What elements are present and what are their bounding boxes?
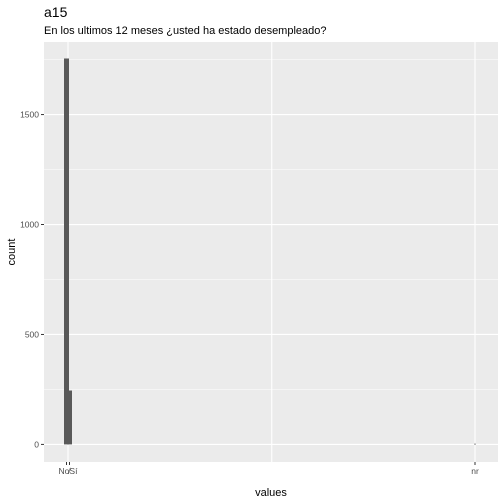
y-tick-label: 1000 (20, 220, 39, 230)
x-axis-title: values (255, 487, 287, 499)
y-axis-title: count (6, 239, 18, 266)
y-tick-label: 500 (25, 329, 39, 339)
grid-lines (44, 42, 498, 462)
bars (64, 58, 476, 445)
bar-sí (67, 390, 72, 445)
y-tick-label: 1500 (20, 110, 39, 120)
chart-subtitle: En los ultimos 12 meses ¿usted ha estado… (44, 25, 327, 37)
x-tick-label: No̸Sí (59, 466, 79, 476)
bar-no (64, 58, 69, 445)
x-tick-label: nr (471, 466, 479, 476)
y-tick-label: 0 (34, 439, 39, 449)
bar-nr (474, 443, 476, 445)
plot-panel (44, 42, 498, 462)
chart-title: a15 (44, 4, 68, 20)
x-axis: No̸Sí nr (59, 462, 479, 476)
y-axis: 0 500 1000 1500 (20, 110, 44, 449)
